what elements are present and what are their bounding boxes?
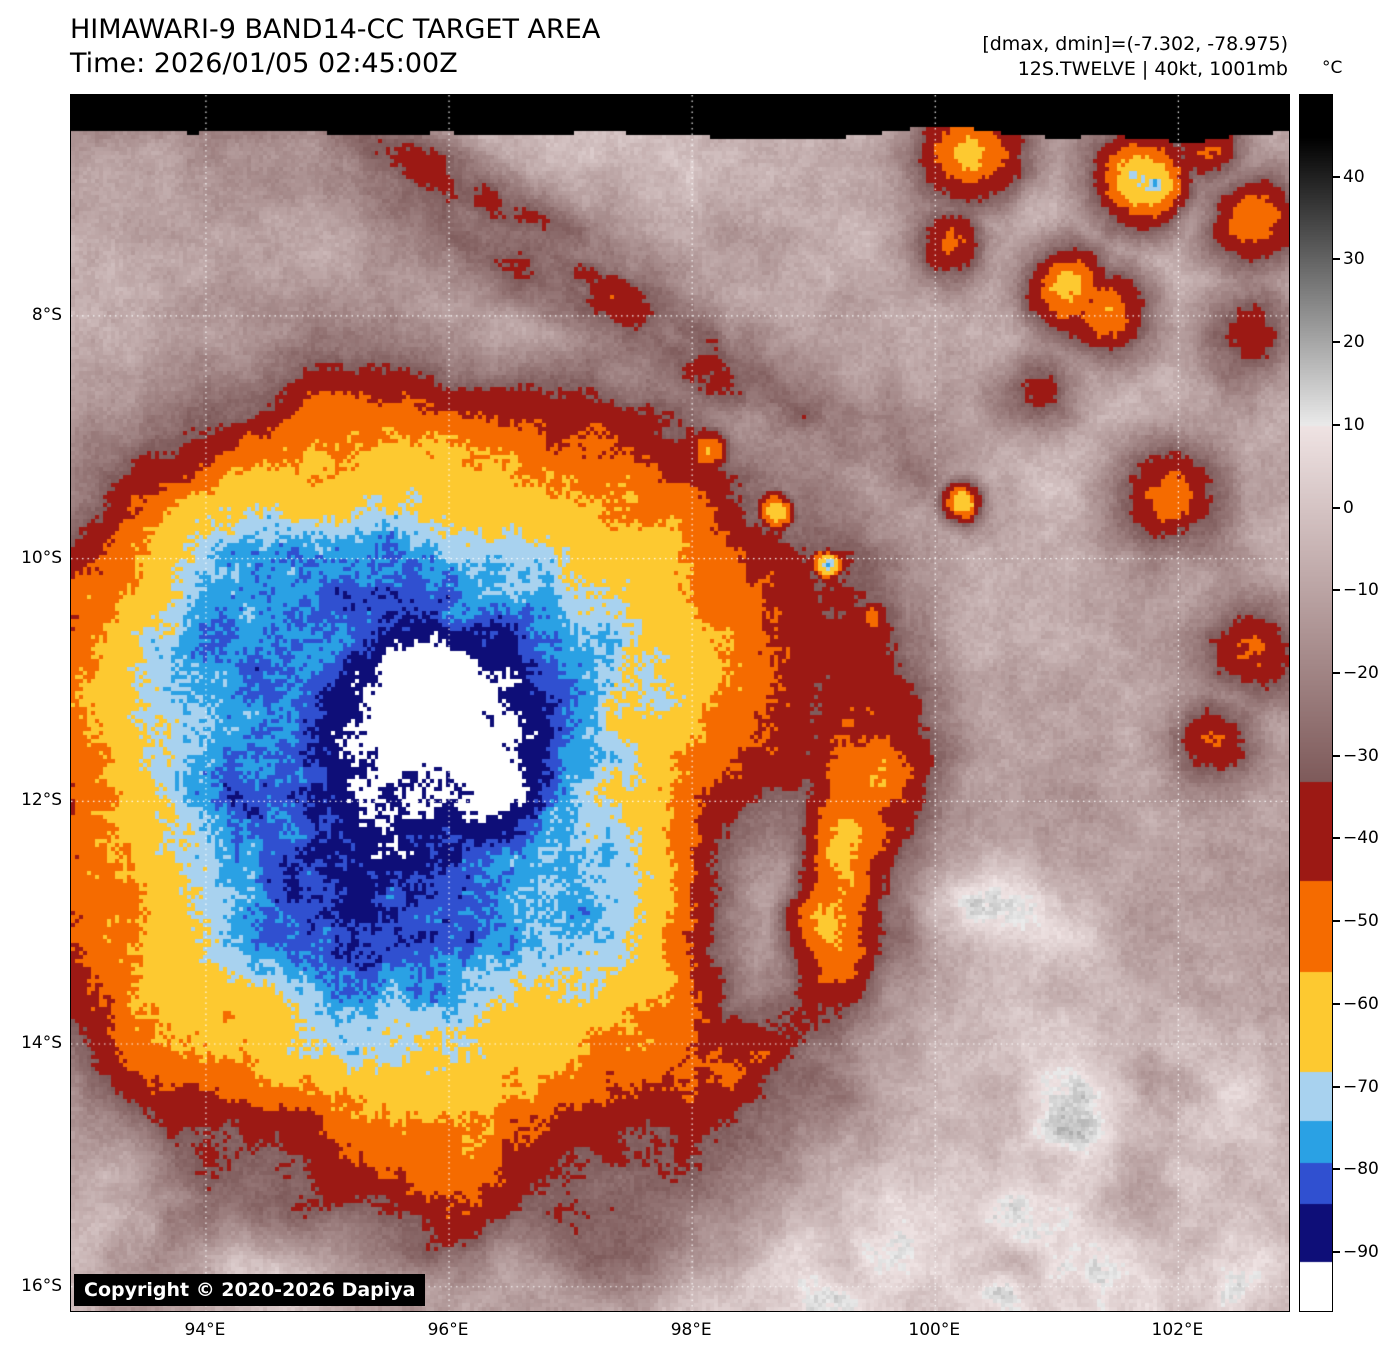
colorbar-tick-label: −40	[1343, 828, 1379, 849]
colorbar	[1299, 94, 1333, 1312]
colorbar-tick-label: 10	[1343, 414, 1365, 435]
colorbar-tick-mark	[1333, 341, 1340, 344]
dmax-dmin-annotation: [dmax, dmin]=(-7.302, -78.975)	[982, 33, 1288, 55]
storm-info-annotation: 12S.TWELVE | 40kt, 1001mb	[1017, 58, 1288, 80]
colorbar-tick-label: −30	[1343, 745, 1379, 766]
y-tick-label: 12°S	[21, 790, 62, 811]
x-tick-label: 94°E	[184, 1320, 226, 1340]
colorbar-tick-mark	[1333, 589, 1340, 592]
colorbar-tick-mark	[1333, 1168, 1340, 1171]
grid-overlay-canvas	[71, 95, 1289, 1311]
x-tick-label: 102°E	[1151, 1320, 1204, 1340]
y-tick-label: 16°S	[21, 1275, 62, 1296]
figure-timestamp: Time: 2026/01/05 02:45:00Z	[70, 48, 458, 79]
colorbar-tick-label: −80	[1343, 1159, 1379, 1180]
colorbar-tick-mark	[1333, 754, 1340, 757]
colorbar-tick-label: 40	[1343, 166, 1365, 187]
colorbar-tick-mark	[1333, 175, 1340, 178]
colorbar-tick-mark	[1333, 423, 1340, 426]
colorbar-tick-label: 20	[1343, 332, 1365, 353]
colorbar-tick-label: 30	[1343, 249, 1365, 270]
colorbar-tick-label: −70	[1343, 1076, 1379, 1097]
colorbar-tick-label: −90	[1343, 1242, 1379, 1263]
colorbar-tick-mark	[1333, 837, 1340, 840]
colorbar-tick-label: −60	[1343, 993, 1379, 1014]
colorbar-tick-label: −20	[1343, 663, 1379, 684]
colorbar-tick-label: 0	[1343, 497, 1354, 518]
colorbar-tick-mark	[1333, 1251, 1340, 1254]
colorbar-unit-label: °C	[1322, 58, 1343, 78]
x-tick-label: 98°E	[670, 1320, 712, 1340]
satellite-map: Copyright © 2020-2026 Dapiya	[70, 94, 1290, 1312]
x-tick-label: 100°E	[908, 1320, 961, 1340]
y-tick-label: 10°S	[21, 547, 62, 568]
colorbar-tick-mark	[1333, 258, 1340, 261]
colorbar-tick-mark	[1333, 506, 1340, 509]
x-tick-label: 96°E	[427, 1320, 469, 1340]
y-tick-label: 14°S	[21, 1033, 62, 1053]
colorbar-tick-label: −10	[1343, 580, 1379, 601]
y-tick-label: 8°S	[31, 304, 62, 325]
copyright-badge: Copyright © 2020-2026 Dapiya	[74, 1274, 426, 1306]
colorbar-canvas	[1300, 95, 1332, 1311]
colorbar-tick-mark	[1333, 1085, 1340, 1088]
colorbar-tick-mark	[1333, 1002, 1340, 1005]
colorbar-tick-mark	[1333, 920, 1340, 923]
colorbar-tick-label: −50	[1343, 911, 1379, 932]
figure-title: HIMAWARI-9 BAND14-CC TARGET AREA	[70, 14, 601, 45]
colorbar-tick-mark	[1333, 672, 1340, 675]
